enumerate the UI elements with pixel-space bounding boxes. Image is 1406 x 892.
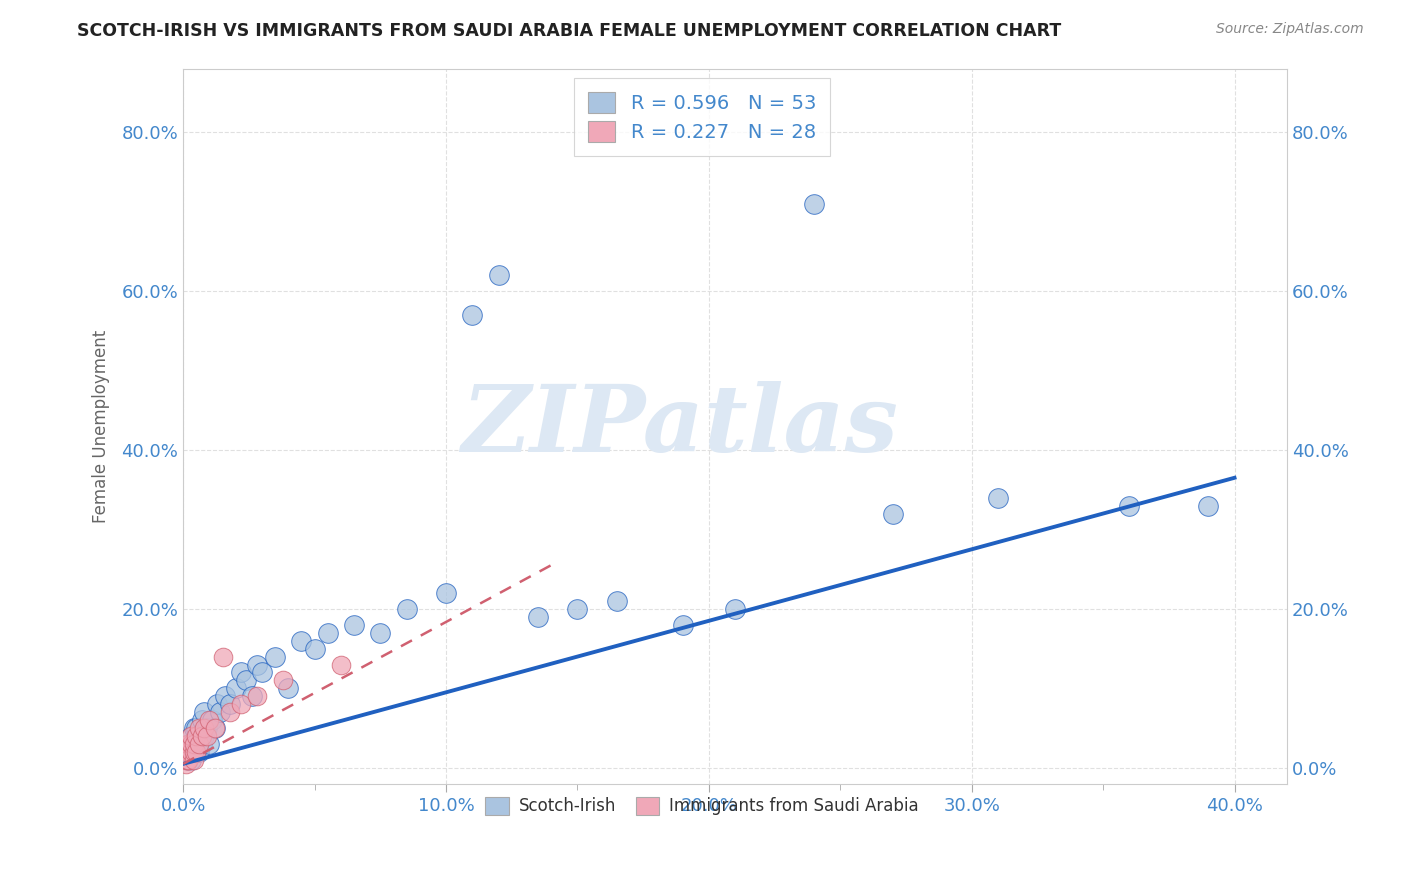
Point: [190, 713, 212, 727]
Point: [208, 705, 231, 719]
Point: [343, 617, 366, 632]
Point: [1118, 499, 1140, 513]
Point: [187, 721, 209, 735]
Point: [434, 586, 457, 600]
Point: [186, 745, 208, 759]
Point: [264, 649, 287, 664]
Point: [198, 737, 221, 751]
Point: [290, 633, 312, 648]
Point: [803, 196, 825, 211]
Point: [174, 745, 197, 759]
Point: [606, 594, 628, 608]
Point: [186, 729, 208, 743]
Point: [174, 756, 197, 771]
Point: [183, 737, 205, 751]
Point: [235, 673, 257, 688]
Point: [198, 713, 221, 727]
Point: [987, 491, 1010, 505]
Point: [183, 745, 205, 759]
Point: [329, 657, 352, 672]
Point: [174, 753, 197, 767]
Point: [193, 729, 215, 743]
Point: [204, 721, 226, 735]
Point: [195, 721, 218, 735]
Text: ZIPatlas: ZIPatlas: [461, 381, 898, 471]
Point: [277, 681, 299, 696]
Point: [316, 625, 339, 640]
Legend: Scotch-Irish, Immigrants from Saudi Arabia: Scotch-Irish, Immigrants from Saudi Arab…: [475, 787, 929, 825]
Point: [195, 729, 218, 743]
Point: [250, 665, 273, 680]
Point: [214, 690, 236, 704]
Point: [207, 698, 229, 712]
Point: [395, 602, 418, 616]
Point: [882, 507, 904, 521]
Point: [187, 729, 209, 743]
Point: [1197, 499, 1219, 513]
Point: [177, 753, 200, 767]
Point: [186, 721, 208, 735]
Point: [180, 729, 202, 743]
Point: [177, 753, 200, 767]
Point: [180, 753, 202, 767]
Point: [187, 745, 209, 759]
Point: [488, 268, 510, 282]
Point: [177, 737, 200, 751]
Point: [246, 657, 269, 672]
Point: [187, 737, 209, 751]
Point: [304, 641, 326, 656]
Point: [271, 673, 294, 688]
Point: [204, 721, 226, 735]
Point: [183, 753, 205, 767]
Text: SCOTCH-IRISH VS IMMIGRANTS FROM SAUDI ARABIA FEMALE UNEMPLOYMENT CORRELATION CHA: SCOTCH-IRISH VS IMMIGRANTS FROM SAUDI AR…: [77, 22, 1062, 40]
Point: [177, 737, 200, 751]
Point: [183, 721, 205, 735]
Point: [219, 698, 242, 712]
Point: [368, 625, 391, 640]
Point: [180, 745, 202, 759]
Point: [240, 690, 263, 704]
Point: [229, 698, 252, 712]
Point: [183, 737, 205, 751]
Point: [461, 308, 484, 322]
Point: [180, 745, 202, 759]
Point: [225, 681, 247, 696]
Point: [201, 713, 224, 727]
Point: [724, 602, 747, 616]
Point: [177, 753, 200, 767]
Point: [190, 729, 212, 743]
Point: [186, 737, 208, 751]
Point: [190, 737, 212, 751]
Point: [193, 721, 215, 735]
Point: [180, 737, 202, 751]
Point: [180, 729, 202, 743]
Point: [229, 665, 252, 680]
Point: [671, 617, 693, 632]
Point: [183, 745, 205, 759]
Point: [246, 690, 269, 704]
Point: [186, 745, 208, 759]
Y-axis label: Female Unemployment: Female Unemployment: [93, 329, 110, 523]
Point: [177, 745, 200, 759]
Text: Source: ZipAtlas.com: Source: ZipAtlas.com: [1216, 22, 1364, 37]
Point: [174, 745, 197, 759]
Point: [567, 602, 589, 616]
Point: [219, 705, 242, 719]
Point: [211, 649, 233, 664]
Point: [527, 610, 550, 624]
Point: [193, 705, 215, 719]
